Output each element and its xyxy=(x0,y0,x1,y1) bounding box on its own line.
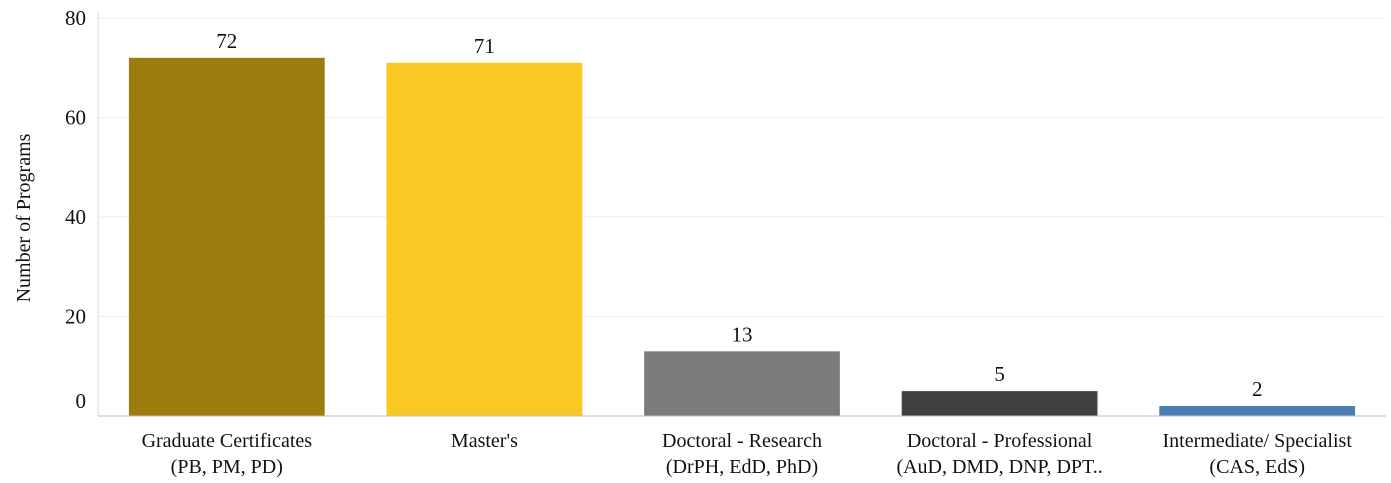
data-label: 72 xyxy=(216,29,237,53)
y-tick-label: 80 xyxy=(65,6,86,30)
data-label: 2 xyxy=(1252,377,1263,401)
x-tick-sublabel: (DrPH, EdD, PhD) xyxy=(666,456,818,478)
x-tick-label: Master's xyxy=(451,430,518,452)
data-label: 5 xyxy=(994,362,1005,386)
x-tick-label: Doctoral - Professional xyxy=(907,430,1093,452)
bar-1 xyxy=(386,62,583,417)
value-labels: 72 71 13 5 2 xyxy=(216,29,1262,401)
bar-2 xyxy=(644,351,840,416)
bar-3 xyxy=(901,391,1098,416)
y-axis-ticks: 0 20 40 60 80 xyxy=(65,6,86,413)
x-tick-label: Doctoral - Research xyxy=(662,430,822,452)
y-tick-label: 20 xyxy=(65,305,86,329)
bar-4 xyxy=(1159,406,1356,416)
x-tick-label: Intermediate/ Specialist xyxy=(1163,430,1353,452)
x-tick-sublabel: (CAS, EdS) xyxy=(1209,456,1305,478)
x-tick-sublabel: (AuD, DMD, DNP, DPT.. xyxy=(896,456,1102,478)
y-tick-label: 0 xyxy=(76,389,87,413)
x-tick-sublabel: (PB, PM, PD) xyxy=(171,456,283,478)
y-tick-label: 60 xyxy=(65,106,86,130)
x-tick-label: Graduate Certificates xyxy=(142,430,313,452)
y-axis-label: Number of Programs xyxy=(13,133,35,302)
x-axis-labels: Graduate Certificates (PB, PM, PD) Master'… xyxy=(142,430,1353,478)
bars xyxy=(128,57,1356,417)
bar-0 xyxy=(128,57,325,417)
data-label: 71 xyxy=(474,34,495,58)
data-label: 13 xyxy=(732,322,753,346)
y-tick-label: 40 xyxy=(65,205,86,229)
